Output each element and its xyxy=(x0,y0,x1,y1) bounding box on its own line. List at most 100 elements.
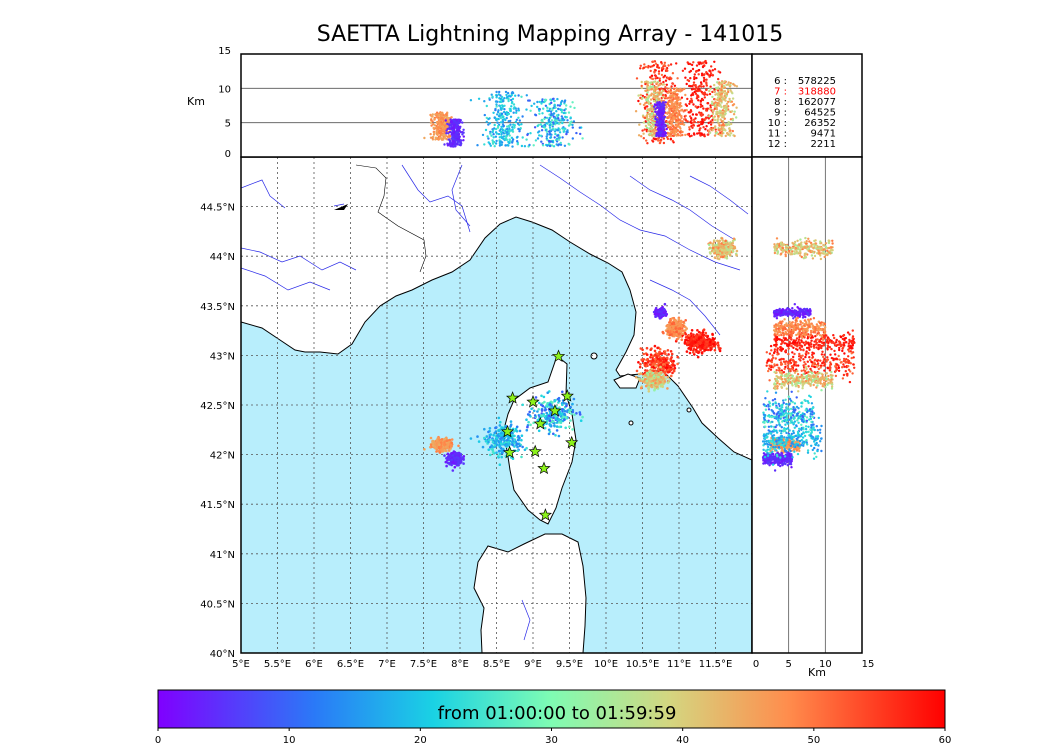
map-point xyxy=(668,368,672,371)
top-point xyxy=(690,125,693,128)
top-point xyxy=(705,88,708,91)
map-point xyxy=(545,411,548,415)
top-point xyxy=(681,130,684,134)
map-point xyxy=(456,459,459,462)
top-point xyxy=(693,77,696,81)
top-point xyxy=(701,104,704,108)
chart-title: SAETTA Lightning Mapping Array - 141015 xyxy=(316,22,784,47)
map-point xyxy=(711,332,714,336)
top-point xyxy=(674,114,677,117)
map-point xyxy=(696,346,699,349)
map-point xyxy=(705,340,708,343)
top-point xyxy=(523,145,527,148)
top-point xyxy=(493,145,496,148)
top-point xyxy=(558,122,561,125)
top-point xyxy=(677,109,681,113)
map-point xyxy=(660,352,664,355)
map-point xyxy=(654,371,658,374)
map-point xyxy=(518,444,522,448)
map-point xyxy=(496,455,500,458)
map-point xyxy=(656,357,659,360)
top-point xyxy=(652,105,656,108)
top-point xyxy=(507,120,510,123)
map-point xyxy=(699,336,703,339)
top-point xyxy=(671,118,674,121)
top-point xyxy=(497,117,500,121)
top-point xyxy=(458,129,461,132)
top-point xyxy=(432,135,435,139)
top-point xyxy=(518,130,521,133)
sardinia xyxy=(473,533,587,653)
top-point xyxy=(668,104,671,107)
top-point xyxy=(657,66,661,70)
top-point xyxy=(690,134,693,137)
map-point xyxy=(581,415,584,419)
top-point xyxy=(562,128,565,132)
top-point xyxy=(677,125,680,128)
map-point xyxy=(729,243,732,247)
top-point xyxy=(560,115,563,118)
top-point xyxy=(495,132,499,135)
top-point xyxy=(505,93,508,97)
map-point xyxy=(561,412,564,415)
top-point xyxy=(498,100,502,104)
top-point xyxy=(503,97,506,100)
map-point xyxy=(489,433,493,436)
map-point xyxy=(658,351,662,354)
border xyxy=(355,164,427,273)
top-point xyxy=(650,85,653,89)
map-point xyxy=(545,422,548,426)
top-point xyxy=(495,94,498,97)
map-point xyxy=(511,441,514,444)
top-point xyxy=(516,143,519,146)
map-point xyxy=(509,420,513,423)
top-point xyxy=(646,80,649,84)
map-point xyxy=(717,257,721,261)
map-point xyxy=(662,367,666,371)
map-point xyxy=(735,253,738,257)
top-point xyxy=(705,78,708,81)
top-point xyxy=(477,97,481,101)
top-point xyxy=(679,101,682,105)
map-point xyxy=(646,360,650,364)
top-point xyxy=(697,73,700,76)
top-point xyxy=(435,121,439,124)
top-point xyxy=(545,135,548,138)
top-point xyxy=(697,99,700,102)
map-point xyxy=(645,358,648,362)
map-point xyxy=(435,446,439,450)
top-point xyxy=(642,115,645,118)
top-point xyxy=(571,126,574,129)
top-point xyxy=(656,91,659,94)
top-point xyxy=(691,92,694,95)
top-point xyxy=(495,103,498,106)
top-point xyxy=(507,112,511,116)
top-point xyxy=(448,140,452,144)
top-point xyxy=(502,110,506,114)
top-point xyxy=(702,126,705,129)
map-point xyxy=(554,434,557,437)
top-point xyxy=(497,132,501,136)
top-point xyxy=(688,128,691,131)
lat-tick-label: 42°N xyxy=(210,451,235,462)
top-point xyxy=(469,99,473,102)
map-point xyxy=(546,416,549,420)
top-point xyxy=(652,128,655,132)
top-point xyxy=(688,126,691,129)
map-point xyxy=(642,358,646,361)
top-point xyxy=(448,134,452,138)
top-point xyxy=(543,117,546,121)
top-point xyxy=(550,144,554,147)
map-point xyxy=(578,411,582,414)
top-point xyxy=(667,91,670,94)
map-point xyxy=(666,381,670,384)
map-point xyxy=(722,246,726,250)
top-point xyxy=(487,141,490,144)
map-point xyxy=(670,352,674,356)
map-point xyxy=(703,346,706,350)
top-point xyxy=(507,99,510,103)
map-point xyxy=(692,349,695,352)
top-point xyxy=(664,64,667,68)
top-point xyxy=(670,123,673,126)
top-point xyxy=(699,61,702,64)
